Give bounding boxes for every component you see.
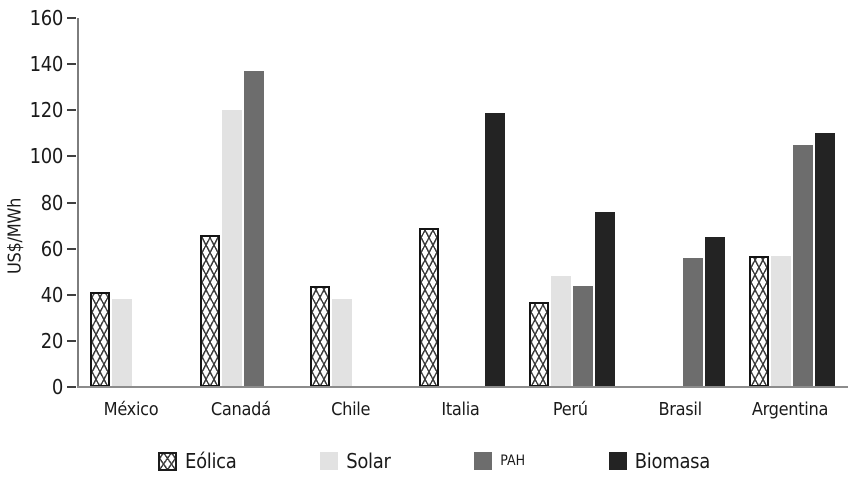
bar-group-méxico [90,18,176,387]
bar-slot [90,18,110,387]
legend-item-biomasa: Biomasa [608,449,711,473]
y-tick-label: 40 [40,282,64,307]
bar-slot [770,18,791,387]
x-category-label-italia: Italia [441,399,480,420]
bar-groups [79,18,847,387]
bar-slot [309,18,330,387]
bar-slot [529,18,550,387]
bar-pah-canadá [243,71,264,387]
bar-solar-argentina [770,255,791,387]
bar-slot [463,18,483,387]
y-tick-label: 140 [29,52,64,77]
bar-eólica-méxico [90,292,110,387]
y-tick-mark [67,155,76,158]
bar-group-italia [419,18,506,387]
y-tick-mark [67,63,76,66]
y-tick-mark [67,247,76,250]
legend-item-pah: PAH [474,452,525,470]
y-tick-mark [67,109,76,112]
bar-slot [683,18,704,387]
bar-slot [266,18,286,387]
bar-biomasa-brasil [705,237,726,387]
bar-slot [573,18,594,387]
plot-area: 0 20 40 60 80 100 120 140 160 [30,8,847,397]
legend-swatch-biomasa-icon [608,452,627,470]
bar-slot [814,18,835,387]
y-tick-label: 100 [29,144,64,169]
y-tick-label: 120 [29,98,64,123]
bar-eólica-perú [529,301,550,387]
bar-slot [792,18,813,387]
bar-eólica-italia [419,227,440,387]
y-axis-title: US$/MWh [4,197,26,274]
x-category-label-chile: Chile [331,399,371,420]
bar-biomasa-argentina [814,133,835,387]
legend-item-eólica: Eólica [158,449,237,473]
legend-swatch-solar-icon [320,452,339,470]
x-axis-line [77,386,848,388]
legend-label-solar: Solar [346,449,391,473]
x-category-label-méxico: México [103,399,159,420]
bar-pah-argentina [792,144,813,387]
bar-slot [661,18,681,387]
bar-group-argentina [748,18,835,387]
bar-group-perú [529,18,616,387]
bar-slot [376,18,396,387]
bar-solar-chile [331,299,352,387]
bar-eólica-argentina [748,255,769,387]
bar-pah-brasil [683,257,704,387]
legend-label-eólica: Eólica [185,449,237,473]
bar-solar-perú [551,276,572,387]
bar-slot [156,18,176,387]
y-tick-mark [67,386,76,388]
y-tick-label: 0 [51,375,63,399]
bar-group-chile [309,18,396,387]
legend-label-pah: PAH [500,453,526,469]
x-category-label-argentina: Argentina [751,399,829,420]
bar-biomasa-perú [595,211,616,387]
bar-group-brasil [639,18,726,387]
bar-slot [112,18,132,387]
bar-slot [705,18,726,387]
y-tick-mark [67,201,76,204]
y-tick-mark [67,339,76,342]
bar-slot [441,18,461,387]
legend-swatch-eólica-icon [158,451,177,471]
y-tick-label: 160 [29,6,64,30]
legend-label-biomasa: Biomasa [634,449,711,473]
y-tick-mark [67,293,76,296]
bar-slot [639,18,659,387]
x-axis-labels: México Canadá Chile Italia Perú Brasil Argenti… [77,399,845,420]
x-category-label-canadá: Canadá [210,399,271,420]
bar-eólica-canadá [199,234,220,387]
legend-item-solar: Solar [320,449,391,473]
bar-slot [419,18,440,387]
bar-slot [551,18,572,387]
bar-slot [485,18,506,387]
bar-eólica-chile [309,285,330,387]
chart-legend: Eólica Solar PAH Biomasa [158,449,710,473]
bar-group-canadá [199,18,286,387]
x-category-label-perú: Perú [552,399,588,420]
bar-slot [199,18,220,387]
bar-solar-canadá [221,110,242,387]
bar-slot [243,18,264,387]
x-category-label-brasil: Brasil [658,399,702,420]
bar-biomasa-italia [485,112,506,387]
y-tick-mark [67,17,76,19]
y-tick-label: 20 [40,328,64,353]
bar-slot [331,18,352,387]
bar-slot [221,18,242,387]
bar-solar-méxico [112,299,132,387]
legend-swatch-pah-icon [474,452,493,470]
y-tick-label: 60 [40,236,64,261]
bar-pah-perú [573,285,594,387]
bar-slot [595,18,616,387]
bar-slot [354,18,374,387]
bar-slot [134,18,154,387]
y-tick-label: 80 [40,190,64,215]
bar-slot [748,18,769,387]
